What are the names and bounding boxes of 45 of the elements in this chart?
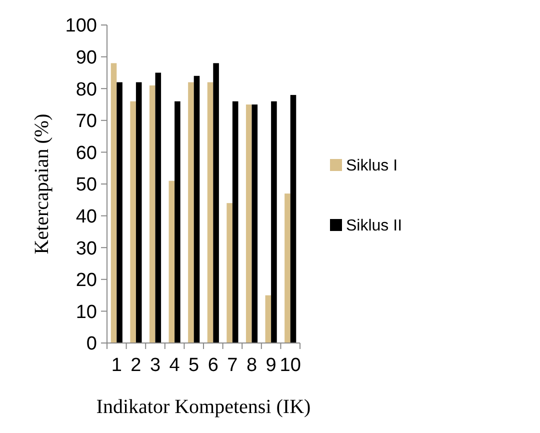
bar [290,94,296,343]
bar [252,104,258,343]
bar [110,63,117,343]
y-tick-label: 100 [65,16,97,37]
bar [136,82,142,343]
y-tick-label: 40 [76,206,97,228]
bar [174,101,180,343]
x-axis-title: Indikator Kompetensi (IK) [96,396,311,418]
bar [246,104,252,343]
bar [226,203,232,343]
bar [232,101,238,343]
x-tick-label: 4 [169,355,180,376]
x-tick-label: 3 [150,355,161,376]
x-tick-label: 10 [280,355,301,376]
bar [149,85,156,343]
x-tick-label: 5 [188,355,200,376]
bar [130,101,136,343]
y-tick-label: 0 [86,334,97,355]
bar [168,180,175,343]
bar [271,101,277,343]
x-tick-label: 2 [130,355,142,376]
x-tick-label: 1 [111,355,122,376]
x-tick-label: 8 [246,355,258,376]
x-tick-label: 9 [266,355,276,376]
y-tick-label: 90 [76,47,97,68]
y-tick-label: 60 [76,142,97,164]
y-tick-label: 80 [76,79,97,100]
bar [194,76,200,343]
bar [284,194,290,343]
y-tick-label: 20 [76,270,97,292]
y-tick-label: 70 [76,111,97,132]
bar [207,82,214,343]
x-tick-label: 6 [208,355,218,376]
bar [116,82,122,343]
bar [213,63,219,343]
y-axis-title: Ketercapaian (%) [31,114,53,254]
bar [155,72,162,343]
bar [265,295,272,343]
legend-label: Siklus I [346,158,398,175]
y-tick-label: 50 [76,174,97,196]
x-tick-label: 7 [227,355,238,376]
y-tick-label: 10 [76,302,97,323]
y-tick-label: 30 [76,238,97,260]
bar [188,82,194,343]
legend-label: Siklus II [346,218,402,235]
